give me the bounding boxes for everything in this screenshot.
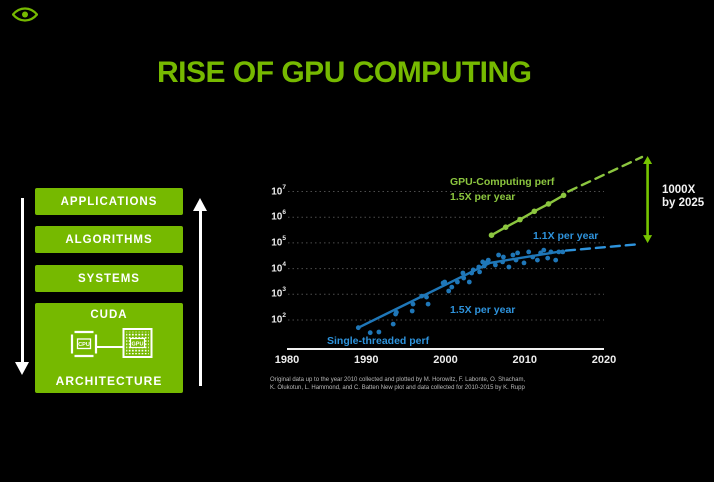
x-tick-label: 2000 [433, 354, 458, 366]
scatter-point [394, 309, 399, 315]
scatter-point [515, 250, 520, 256]
scatter-point [506, 264, 512, 270]
gpu-series-label-line2: 1.5X per year [450, 191, 516, 203]
footnote-line1: Original data up to the year 2010 collec… [270, 377, 526, 383]
scatter-point [496, 252, 501, 258]
cpu-series-label: Single-threaded perf [327, 335, 430, 347]
y-tick-label: 106 [271, 209, 286, 223]
down-arrow-shaft [21, 198, 24, 363]
scatter-point [390, 321, 396, 327]
series-line [567, 155, 644, 193]
scatter-point [442, 279, 448, 285]
scatter-point [410, 301, 416, 307]
scatter-point [376, 329, 382, 335]
scatter-point [526, 249, 532, 255]
scatter-point [545, 255, 551, 261]
box-systems-label: SYSTEMS [78, 272, 140, 285]
scatter-point [553, 257, 559, 263]
series-line [564, 243, 641, 252]
scatter-point [485, 257, 491, 263]
cpu-projection-label: 1.1X per year [533, 230, 599, 242]
scatter-point [501, 254, 506, 260]
gpu-chip-icon: GPU [122, 328, 153, 358]
y-tick-label: 105 [271, 234, 286, 249]
scatter-point [477, 269, 482, 275]
up-arrow-shaft [199, 210, 202, 386]
y-tick-label: 104 [271, 260, 286, 274]
scatter-point [367, 330, 373, 336]
series-marker [517, 216, 523, 223]
scatter-point [449, 284, 455, 290]
gap-annotation-line1: 1000X [662, 184, 696, 196]
scatter-point [446, 288, 452, 294]
cpu-chip-icon: CPU [70, 329, 98, 359]
y-tick-label: 107 [271, 183, 286, 197]
architecture-label: ARCHITECTURE [55, 374, 163, 388]
scatter-point [535, 257, 540, 263]
gpu-series-label-line1: GPU-Computing perf [450, 176, 555, 188]
y-tick-label: 103 [271, 286, 286, 300]
scatter-point [521, 260, 527, 266]
scatter-point [510, 252, 516, 258]
cuda-label: CUDA [90, 309, 128, 321]
y-tick-label: 102 [271, 312, 286, 326]
scatter-point [493, 262, 498, 268]
gap-arrow-head-up-icon [643, 156, 653, 165]
gap-annotation-line2: by 2025 [662, 197, 705, 209]
x-tick-label: 1990 [354, 354, 379, 366]
page-title: RISE OF GPU COMPUTING [157, 56, 532, 89]
nvidia-logo-icon [12, 7, 38, 22]
x-tick-label: 1980 [274, 354, 300, 366]
series-marker [531, 208, 538, 215]
scatter-point [409, 308, 415, 314]
series-marker [545, 201, 552, 207]
box-algorithms-label: ALGORITHMS [65, 233, 153, 246]
gpu-chip-label: GPU [132, 341, 144, 347]
box-applications: APPLICATIONS [35, 188, 183, 215]
scatter-point [425, 301, 431, 307]
box-systems: SYSTEMS [35, 265, 183, 292]
x-tick-label: 2020 [591, 354, 617, 366]
scatter-point [460, 270, 466, 276]
box-algorithms: ALGORITHMS [35, 226, 183, 253]
scatter-point [541, 247, 547, 253]
footnote-line2: K. Olukotun, L. Hammond, and C. Batten N… [270, 384, 525, 391]
cpu-trend-label: 1.5X per year [450, 304, 516, 316]
series-marker [502, 224, 509, 230]
box-applications-label: APPLICATIONS [60, 195, 158, 208]
series-marker [488, 232, 495, 238]
y-axis-tick-labels: 102 103 104 105 106 107 [262, 0, 286, 482]
series-line [358, 249, 564, 329]
up-arrow-icon [193, 198, 207, 211]
scatter-point [466, 279, 472, 285]
box-cuda-architecture: CUDA CPU [35, 303, 183, 393]
series-marker [560, 192, 567, 199]
cpu-gpu-connector [97, 346, 123, 348]
gap-arrow-head-down-icon [643, 235, 653, 244]
down-arrow-icon [15, 362, 29, 375]
x-tick-label: 2010 [512, 354, 537, 366]
cpu-chip-label: CPU [78, 342, 90, 348]
